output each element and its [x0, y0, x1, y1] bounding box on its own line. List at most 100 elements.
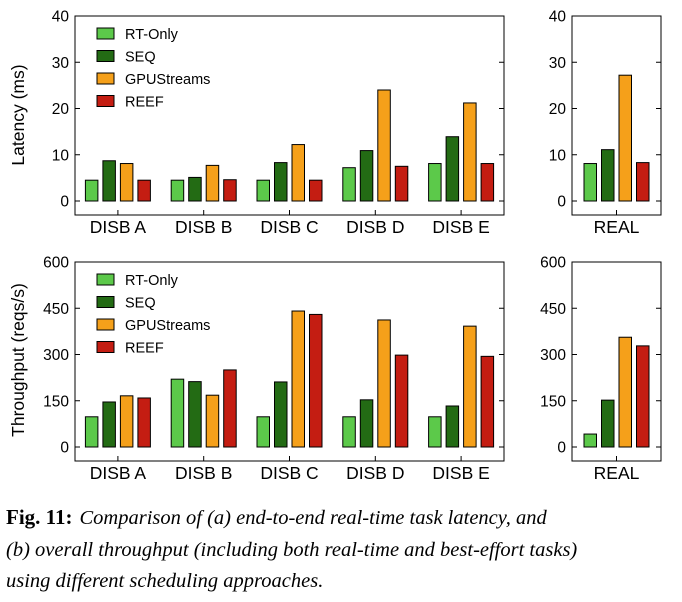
bar-seq	[601, 149, 615, 202]
bar-reef	[137, 179, 151, 202]
chart-panel-latency-disb: 0 10 20 30 40 DISB A DISB B DISB C DISB D DISB E L…	[8, 9, 505, 237]
bar-gpustreams	[618, 74, 632, 202]
bar-gpustreams	[205, 164, 220, 202]
bar-gpustreams	[618, 336, 632, 448]
bar-rt-only	[170, 179, 185, 202]
y-tick-label: 0	[557, 440, 566, 457]
x-tick-label: DISB A	[90, 217, 147, 237]
y-tick-label: 450	[43, 301, 69, 318]
bar-rt-only	[342, 416, 356, 448]
bar-reef	[223, 369, 237, 448]
y-tick-label: 40	[52, 9, 70, 26]
bar-reef	[636, 345, 650, 448]
y-tick-label: 30	[549, 55, 567, 72]
bar-reef	[394, 165, 409, 202]
x-tick-label: DISB E	[432, 463, 489, 483]
bar-rt-only	[342, 167, 356, 202]
y-tick-label: 600	[540, 255, 566, 272]
caption-line-3: using different scheduling approaches.	[6, 570, 323, 592]
y-tick-label: 150	[43, 393, 69, 410]
legend-label: GPUStreams	[125, 318, 210, 334]
bar-gpustreams	[291, 310, 305, 448]
bar-rt-only	[256, 416, 270, 448]
bar-reef	[137, 397, 151, 448]
bar-rt-only	[84, 179, 99, 202]
y-tick-label: 600	[43, 255, 69, 272]
bar-rt-only	[428, 163, 442, 202]
bar-seq	[601, 399, 615, 448]
legend-swatch	[96, 95, 115, 107]
bar-gpustreams	[119, 395, 134, 448]
y-tick-label: 450	[540, 301, 566, 318]
legend-swatch	[96, 318, 115, 331]
bar-seq	[359, 399, 374, 448]
y-tick-label: 20	[52, 101, 70, 118]
chart-panel-latency-real: 0 10 20 30 40 REAL	[549, 9, 662, 237]
bar-gpustreams	[377, 319, 391, 448]
bar-rt-only	[428, 416, 442, 448]
bar-seq	[445, 405, 460, 448]
legend-swatch	[96, 72, 115, 85]
bar-reef	[636, 162, 650, 202]
y-tick-label: 0	[557, 194, 566, 211]
bar-rt-only	[256, 179, 270, 202]
bar-rt-only	[84, 416, 99, 448]
y-tick-label: 300	[43, 347, 69, 364]
legend-label: REEF	[125, 95, 164, 111]
bar-gpustreams	[377, 89, 391, 202]
bar-gpustreams	[119, 163, 134, 202]
chart-panel-throughput-disb: 0 150 300 450 600 DISB A DISB B DISB C DISB D DIS…	[8, 255, 505, 483]
legend-label: RT-Only	[125, 27, 179, 43]
x-tick-label: DISB C	[260, 217, 318, 237]
x-tick-label: DISB B	[175, 463, 232, 483]
legend: RT-Only SEQ GPUStreams REEF	[96, 27, 210, 111]
bar-seq	[274, 381, 288, 448]
legend-label: SEQ	[125, 50, 156, 66]
x-tick-label: DISB B	[175, 217, 232, 237]
legend-swatch	[96, 273, 115, 286]
bar-reef	[480, 163, 495, 202]
y-tick-label: 300	[540, 347, 566, 364]
figure-caption: Fig. 11: Comparison of (a) end-to-end rea…	[6, 505, 577, 592]
bar-seq	[188, 381, 202, 448]
y-tick-label: 150	[540, 393, 566, 410]
bar-reef	[223, 179, 237, 202]
legend-label: GPUStreams	[125, 72, 210, 88]
x-tick-label: DISB E	[432, 217, 489, 237]
y-tick-label: 10	[52, 147, 70, 164]
bar-reef	[309, 313, 323, 448]
legend-swatch	[96, 341, 115, 353]
legend-swatch	[96, 296, 115, 308]
x-tick-label: REAL	[594, 463, 640, 483]
bar-gpustreams	[463, 102, 477, 202]
bar-rt-only	[583, 433, 597, 448]
legend-swatch	[96, 50, 115, 62]
x-tick-label: REAL	[594, 217, 640, 237]
y-tick-label: 30	[52, 55, 70, 72]
bar-seq	[274, 162, 288, 202]
y-tick-label: 40	[549, 9, 567, 26]
legend-label: SEQ	[125, 296, 156, 312]
bar-seq	[102, 160, 116, 202]
legend-label: RT-Only	[125, 273, 179, 289]
bar-seq	[102, 401, 116, 448]
bar-gpustreams	[205, 394, 220, 448]
legend-swatch	[96, 27, 115, 40]
y-axis-label: Throughput (reqs/s)	[8, 283, 28, 437]
bar-reef	[394, 354, 409, 448]
chart-panel-throughput-real: 0 150 300 450 600 REAL	[540, 255, 662, 483]
y-axis-label: Latency (ms)	[8, 64, 28, 165]
bar-seq	[188, 176, 202, 202]
legend-label: REEF	[125, 341, 164, 357]
bar-rt-only	[170, 378, 185, 448]
caption-line-1: Fig. 11: Comparison of (a) end-to-end rea…	[6, 505, 547, 529]
bar-rt-only	[583, 163, 597, 202]
x-tick-label: DISB C	[260, 463, 318, 483]
caption-label: Fig. 11:	[6, 505, 73, 529]
y-tick-label: 10	[549, 147, 567, 164]
legend: RT-Only SEQ GPUStreams REEF	[96, 273, 210, 357]
x-tick-label: DISB D	[346, 463, 404, 483]
caption-line-2: (b) overall throughput (including both r…	[6, 539, 577, 561]
bar-seq	[445, 136, 460, 202]
